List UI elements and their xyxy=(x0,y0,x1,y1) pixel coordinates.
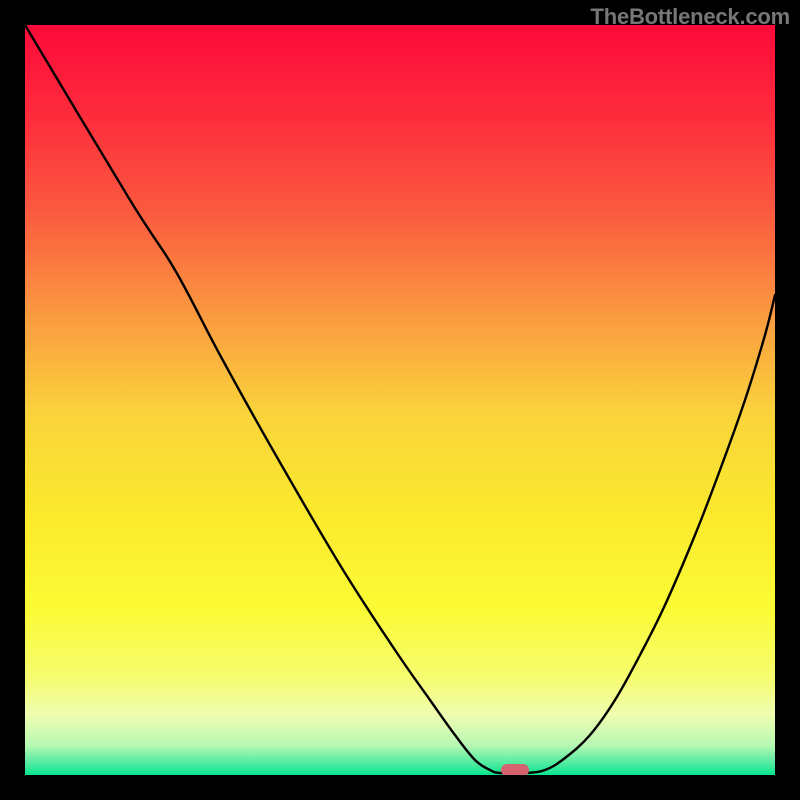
frame-right xyxy=(775,0,800,800)
watermark-text: TheBottleneck.com xyxy=(590,4,790,30)
optimal-marker xyxy=(501,764,529,776)
bottleneck-chart xyxy=(0,0,800,800)
frame-left xyxy=(0,0,25,800)
plot-background xyxy=(25,25,775,775)
chart-container: TheBottleneck.com xyxy=(0,0,800,800)
frame-bottom xyxy=(0,775,800,800)
